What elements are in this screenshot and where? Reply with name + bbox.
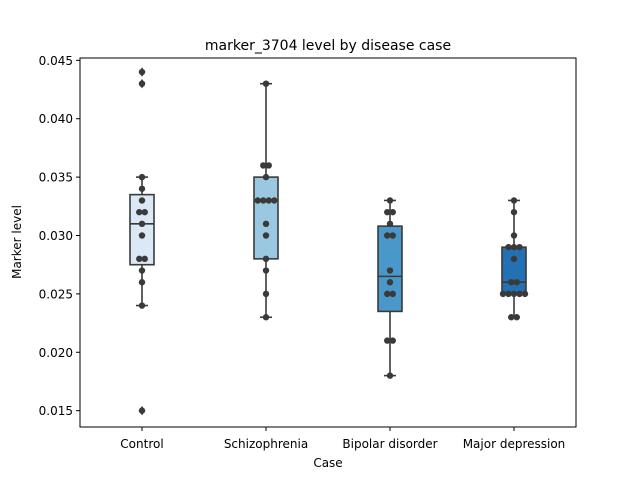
data-point <box>138 267 146 274</box>
data-point <box>384 208 391 216</box>
data-point <box>265 197 272 204</box>
x-tick-label: Major depression <box>463 437 566 451</box>
data-point <box>254 197 261 204</box>
chart-title: marker_3704 level by disease case <box>205 38 451 54</box>
data-point <box>138 173 146 181</box>
y-tick-label: 0.045 <box>39 54 73 68</box>
data-point <box>141 255 148 263</box>
data-point <box>262 173 270 181</box>
y-axis-label: Marker level <box>10 205 24 279</box>
data-point <box>138 80 146 87</box>
data-point <box>508 314 515 321</box>
data-point <box>384 290 391 298</box>
data-point <box>265 162 272 169</box>
data-point <box>510 197 518 204</box>
data-point <box>262 232 270 239</box>
swarm-group <box>254 80 278 321</box>
data-point <box>516 290 523 298</box>
y-tick-label: 0.030 <box>39 229 73 243</box>
plot-area <box>129 67 529 416</box>
data-point <box>138 68 146 76</box>
data-point <box>499 290 507 298</box>
y-tick-label: 0.035 <box>39 171 73 185</box>
data-point <box>389 290 396 298</box>
data-point <box>260 197 267 204</box>
x-tick-label: Control <box>120 437 163 451</box>
swarm-group <box>136 68 148 414</box>
y-tick-label: 0.020 <box>39 346 73 360</box>
y-tick-label: 0.040 <box>39 112 73 126</box>
data-point <box>138 232 146 239</box>
data-point <box>138 279 146 286</box>
data-point <box>138 302 146 309</box>
data-point <box>138 197 146 204</box>
data-point <box>262 255 270 263</box>
data-point <box>513 279 520 286</box>
swarm-group <box>499 197 529 321</box>
data-point <box>508 279 515 286</box>
plot-frame <box>79 57 577 428</box>
data-point <box>386 372 394 379</box>
data-point <box>262 80 270 87</box>
x-axis: Control Schizophrenia Bipolar disorder Majo… <box>120 427 565 451</box>
data-point <box>386 267 394 274</box>
data-point <box>136 208 143 216</box>
data-point <box>386 279 394 286</box>
x-axis-label: Case <box>313 456 342 470</box>
data-point <box>521 290 529 298</box>
data-point <box>510 232 518 239</box>
data-point <box>138 407 146 414</box>
data-point <box>138 185 146 192</box>
data-point <box>513 314 520 321</box>
box-group <box>129 67 155 416</box>
data-point <box>136 255 143 263</box>
y-tick-label: 0.015 <box>39 404 73 418</box>
data-point <box>138 220 146 228</box>
data-point <box>262 314 270 321</box>
data-point <box>386 197 394 204</box>
data-point <box>510 290 518 298</box>
data-point <box>510 243 518 251</box>
data-point <box>510 208 518 216</box>
data-point <box>505 290 512 298</box>
y-tick-label: 0.025 <box>39 287 73 301</box>
data-point <box>389 232 396 239</box>
data-point <box>389 208 396 216</box>
data-point <box>262 220 270 228</box>
data-point <box>505 243 512 251</box>
box-iqr <box>253 176 279 260</box>
box-iqr <box>129 193 155 266</box>
data-point <box>510 255 518 263</box>
data-point <box>384 232 391 239</box>
data-point <box>141 208 148 216</box>
y-axis: 0.015 0.020 0.025 0.030 0.035 0.040 0.045 <box>39 54 80 418</box>
data-point <box>384 337 391 344</box>
box-group <box>253 82 279 319</box>
swarm-group <box>384 197 396 379</box>
data-point <box>260 162 267 169</box>
data-point <box>386 220 394 228</box>
x-tick-label: Bipolar disorder <box>342 437 437 451</box>
box-iqr <box>501 246 527 295</box>
data-point <box>262 290 270 298</box>
data-point <box>516 243 523 251</box>
data-point <box>271 197 278 204</box>
data-point <box>389 337 396 344</box>
x-tick-label: Schizophrenia <box>224 437 308 451</box>
data-point <box>262 267 270 274</box>
